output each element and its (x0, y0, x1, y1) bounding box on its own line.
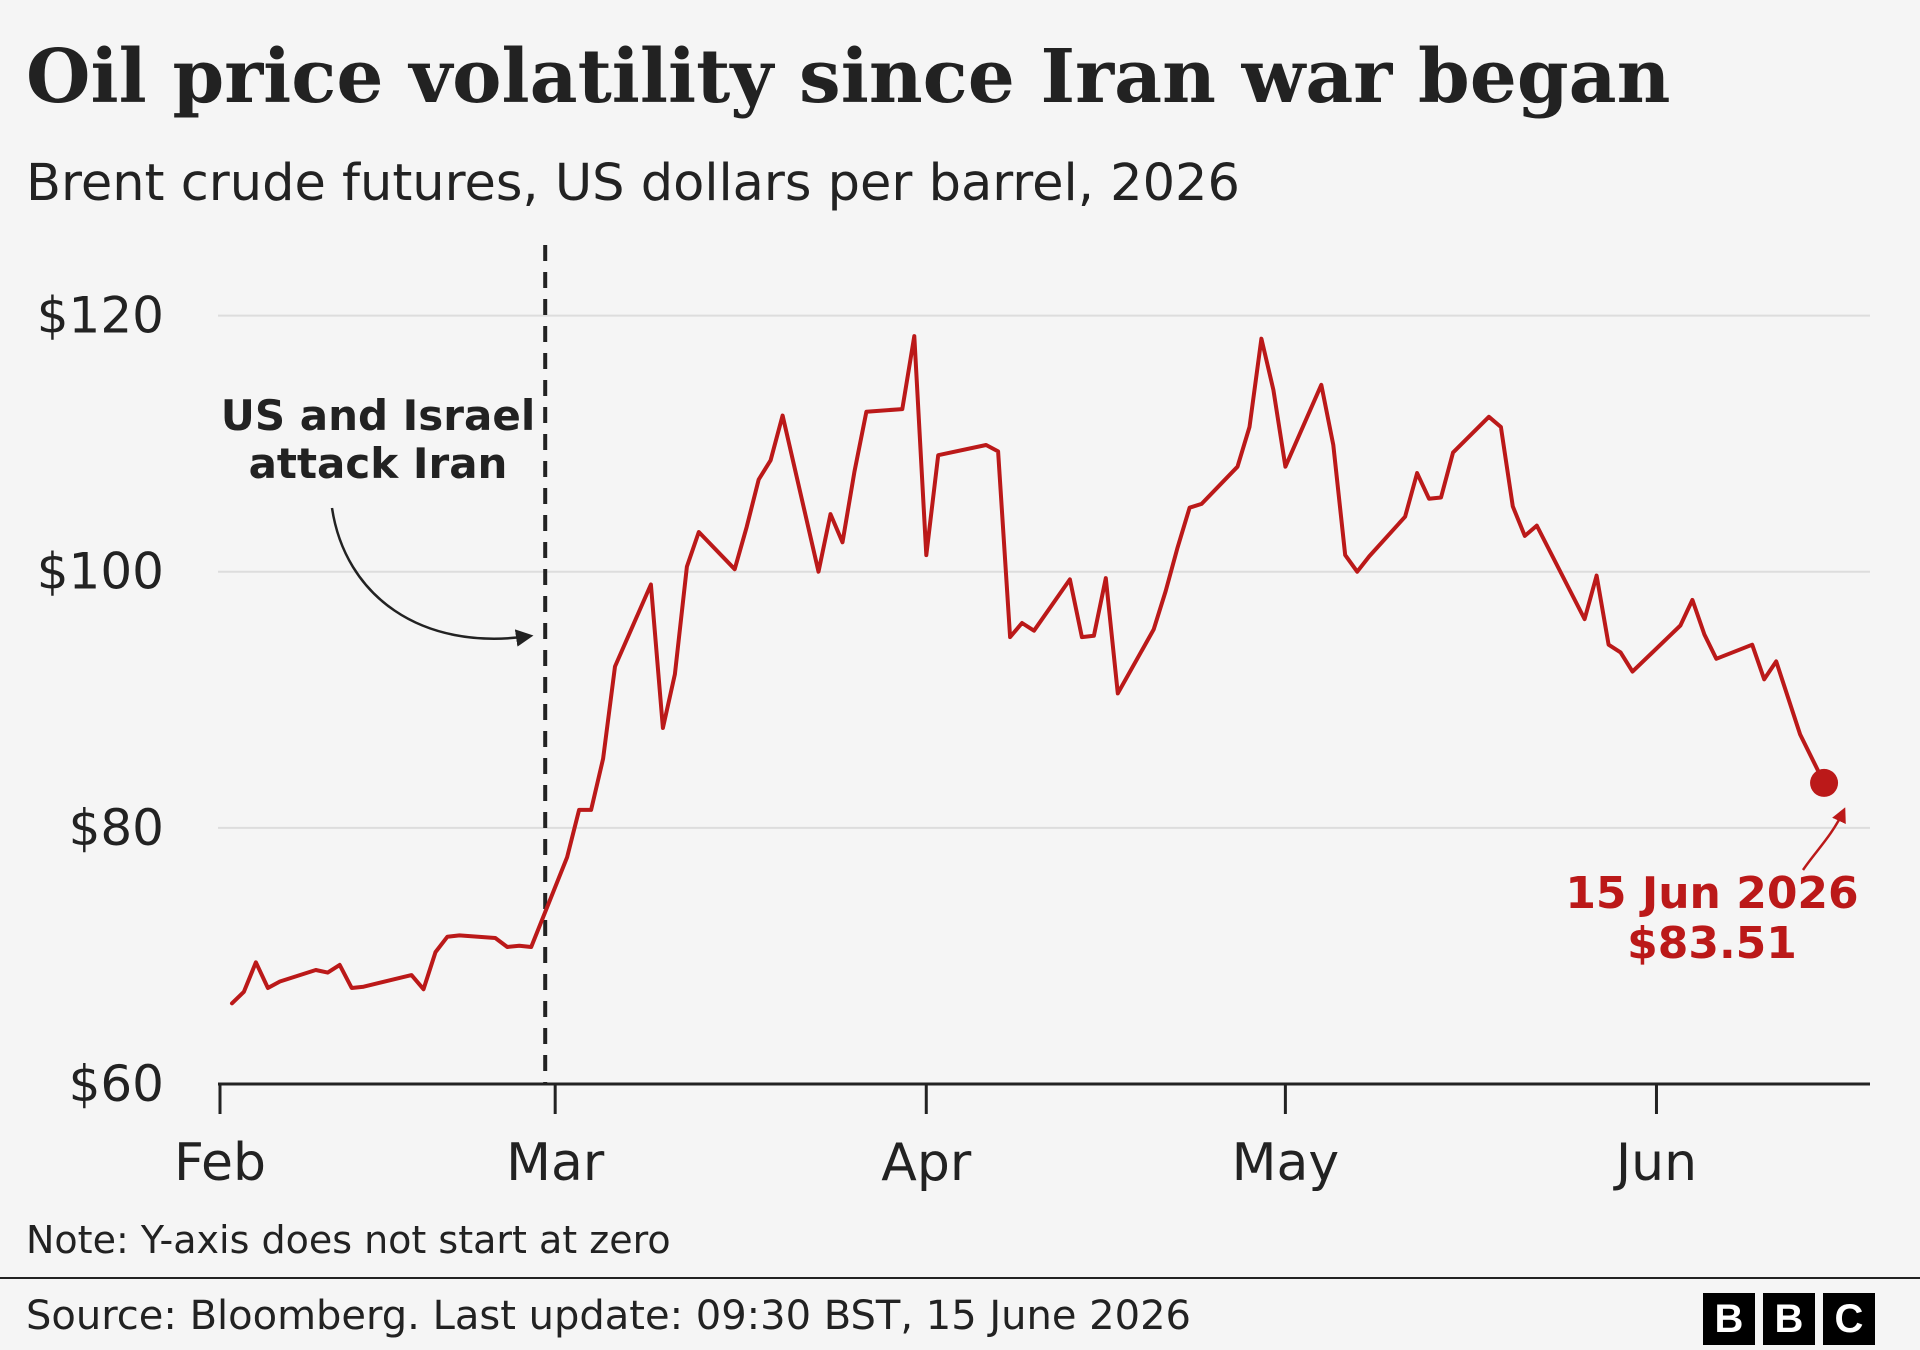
event-label: US and Israel (221, 391, 535, 440)
x-tick-label: Mar (506, 1133, 605, 1193)
source-credit: Source: Bloomberg. Last update: 09:30 BS… (26, 1293, 1191, 1339)
end-point-label: $83.51 (1627, 918, 1797, 969)
chart-subtitle: Brent crude futures, US dollars per barr… (26, 154, 1240, 213)
event-arrow (330, 507, 534, 647)
chart-title: Oil price volatility since Iran war bega… (26, 34, 1671, 120)
line-chart: $60 $80 $100 $120 Feb Mar Apr May Jun US and Isr… (37, 245, 1870, 1193)
footer-divider (0, 1277, 1920, 1279)
end-point-label: 15 Jun 2026 (1565, 868, 1858, 919)
logo-letter: C (1823, 1293, 1875, 1345)
end-point-annotation: 15 Jun 2026$83.51 (1565, 768, 1859, 969)
price-line (230, 334, 1827, 1006)
axes: $60 $80 $100 $120 Feb Mar Apr May Jun (37, 287, 1870, 1193)
series (230, 334, 1827, 1006)
x-tick-label: Apr (881, 1133, 972, 1193)
y-tick-label: $80 (69, 799, 164, 857)
gridlines (218, 314, 1870, 829)
axis-note: Note: Y-axis does not start at zero (26, 1218, 671, 1262)
y-tick-label: $60 (69, 1055, 164, 1113)
y-tick-label: $120 (37, 287, 164, 345)
x-tick-label: Jun (1613, 1133, 1697, 1193)
logo-letter: B (1763, 1293, 1815, 1345)
event-label: attack Iran (249, 439, 508, 488)
bbc-logo: B B C (1703, 1293, 1875, 1345)
x-tick-label: Feb (174, 1133, 266, 1193)
y-tick-label: $100 (37, 543, 164, 601)
logo-letter: B (1703, 1293, 1755, 1345)
end-point-arrow (1801, 807, 1846, 871)
x-tick-label: May (1232, 1133, 1340, 1193)
end-point-dot (1810, 768, 1839, 797)
